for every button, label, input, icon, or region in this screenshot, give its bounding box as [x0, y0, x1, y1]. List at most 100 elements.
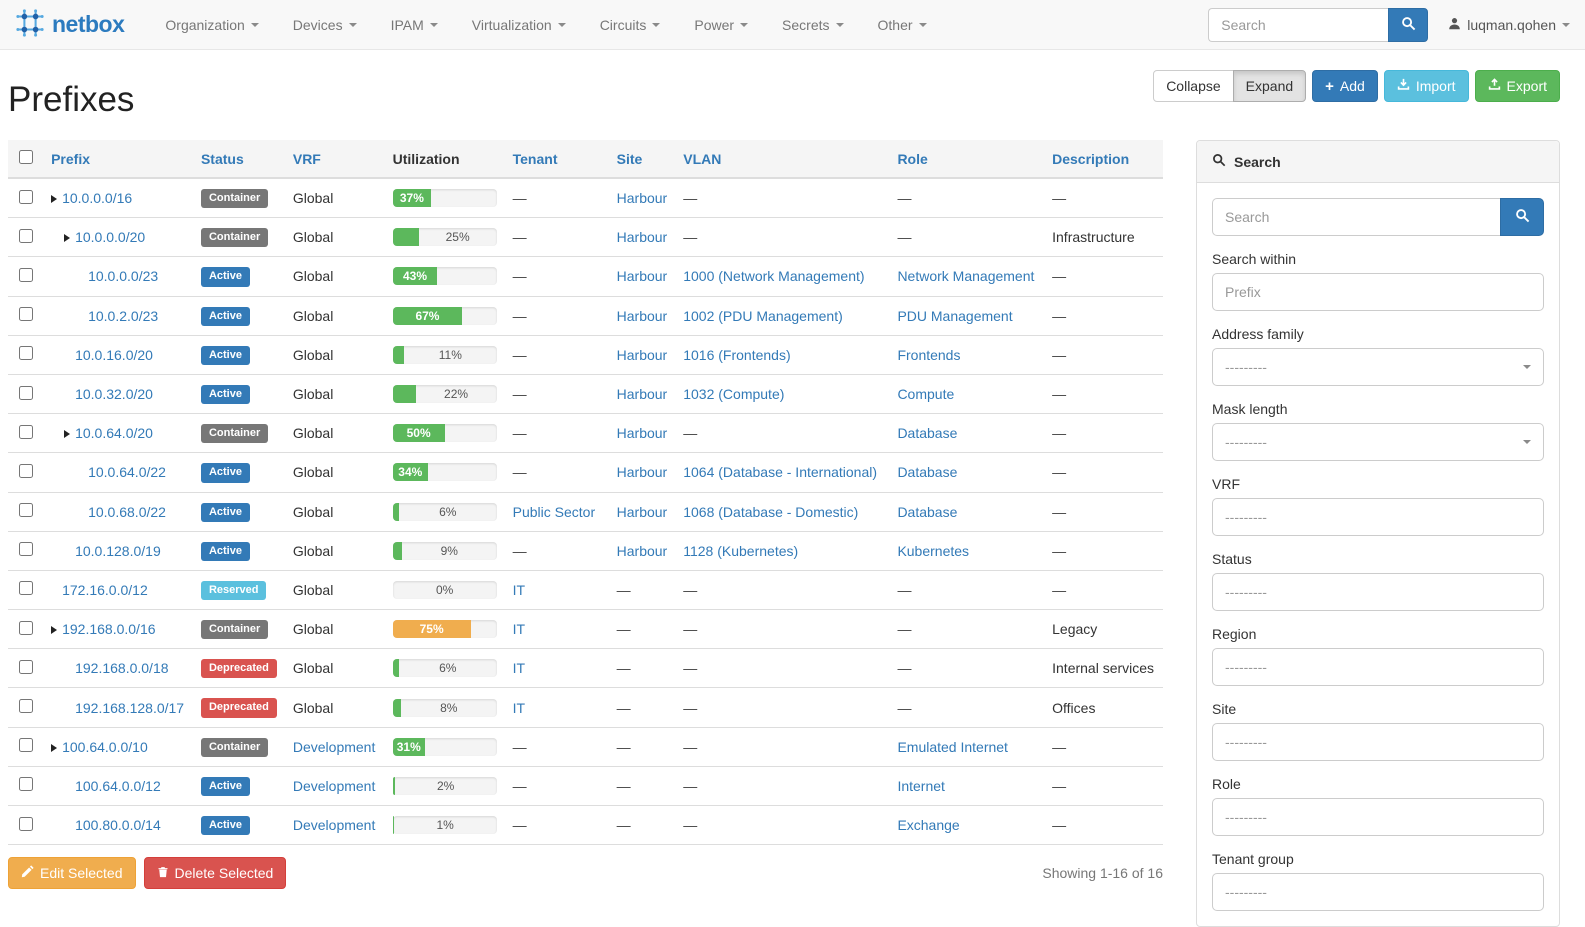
- prefix-link[interactable]: 10.0.0.0/16: [62, 190, 133, 207]
- filter-select-address-family[interactable]: ---------: [1212, 348, 1544, 386]
- filter-select-site[interactable]: ---------: [1212, 723, 1544, 761]
- row-checkbox[interactable]: [18, 777, 33, 792]
- prefix-link[interactable]: 192.168.0.0/16: [62, 621, 156, 638]
- row-checkbox[interactable]: [18, 228, 33, 243]
- delete-selected-button[interactable]: Delete Selected: [143, 857, 287, 890]
- edit-selected-button[interactable]: Edit Selected: [8, 857, 136, 890]
- description-cell: —: [1044, 413, 1163, 453]
- nav-menu-devices[interactable]: Devices: [276, 0, 374, 50]
- filter-select-tenant-group[interactable]: ---------: [1212, 873, 1544, 911]
- row-checkbox[interactable]: [18, 424, 33, 439]
- row-checkbox[interactable]: [18, 699, 33, 714]
- filter-select-status[interactable]: ---------: [1212, 573, 1544, 611]
- role-cell: —: [889, 609, 1045, 649]
- prefix-link[interactable]: 192.168.128.0/17: [75, 699, 185, 716]
- description-cell: Infrastructure: [1044, 217, 1163, 257]
- prefix-link[interactable]: 192.168.0.0/18: [75, 660, 169, 677]
- tenant-cell: —: [504, 373, 609, 414]
- sidebar-search-button[interactable]: [1500, 198, 1544, 236]
- row-checkbox[interactable]: [18, 189, 33, 204]
- row-checkbox[interactable]: [18, 738, 33, 753]
- description-cell: —: [1044, 256, 1163, 297]
- column-header-prefix[interactable]: Prefix: [51, 150, 91, 167]
- column-header-site[interactable]: Site: [616, 150, 643, 167]
- column-header-role[interactable]: Role: [897, 150, 928, 167]
- vrf-cell: Global: [284, 609, 385, 649]
- prefix-link[interactable]: 10.0.16.0/20: [75, 346, 153, 363]
- column-header-tenant[interactable]: Tenant: [512, 150, 558, 167]
- expand-arrow-icon[interactable]: [64, 234, 71, 243]
- nav-menu-circuits[interactable]: Circuits: [583, 0, 678, 50]
- nav-menu-secrets[interactable]: Secrets: [765, 0, 860, 50]
- collapse-button[interactable]: Collapse: [1153, 70, 1234, 102]
- column-header-status[interactable]: Status: [200, 150, 244, 167]
- tenant-cell: IT: [504, 648, 609, 688]
- prefix-link[interactable]: 10.0.64.0/22: [88, 464, 166, 481]
- row-checkbox[interactable]: [18, 267, 33, 282]
- description-cell: Internal services: [1044, 648, 1163, 688]
- prefix-link[interactable]: 10.0.2.0/23: [88, 307, 159, 324]
- navbar-search-button[interactable]: [1388, 7, 1429, 42]
- prefix-link[interactable]: 100.80.0.0/14: [75, 817, 161, 834]
- expand-arrow-icon[interactable]: [51, 195, 58, 204]
- nav-menu-virtualization[interactable]: Virtualization: [455, 0, 583, 50]
- column-header-description[interactable]: Description: [1052, 150, 1130, 167]
- filter-select-mask-length[interactable]: ---------: [1212, 423, 1544, 461]
- expand-arrow-icon[interactable]: [51, 743, 58, 752]
- search-icon: [1515, 208, 1530, 226]
- row-checkbox[interactable]: [18, 542, 33, 557]
- prefix-link[interactable]: 10.0.64.0/20: [75, 425, 153, 442]
- row-checkbox[interactable]: [18, 463, 33, 478]
- column-header-vlan[interactable]: VLAN: [683, 150, 722, 167]
- row-checkbox[interactable]: [18, 659, 33, 674]
- netbox-logo[interactable]: netbox: [15, 9, 125, 40]
- prefix-link[interactable]: 172.16.0.0/12: [62, 581, 148, 598]
- row-checkbox[interactable]: [18, 307, 33, 322]
- user-menu[interactable]: luqman.qohen: [1448, 17, 1570, 33]
- nav-menu-ipam[interactable]: IPAM: [374, 0, 455, 50]
- nav-menu-other[interactable]: Other: [861, 0, 944, 50]
- import-button[interactable]: Import: [1383, 70, 1469, 102]
- prefix-link[interactable]: 100.64.0.0/12: [75, 777, 161, 794]
- chevron-down-icon: [652, 22, 661, 27]
- prefix-link[interactable]: 10.0.0.0/23: [88, 268, 159, 285]
- expand-arrow-icon[interactable]: [51, 626, 58, 635]
- filter-select-region[interactable]: ---------: [1212, 648, 1544, 686]
- vlan-cell: 1128 (Kubernetes): [675, 530, 890, 571]
- prefix-link[interactable]: 10.0.0.0/20: [75, 229, 146, 246]
- utilization-bar: 25%: [392, 228, 497, 247]
- row-checkbox[interactable]: [18, 581, 33, 596]
- prefix-link[interactable]: 100.64.0.0/10: [62, 738, 148, 755]
- prefix-link[interactable]: 10.0.128.0/19: [75, 542, 161, 559]
- export-button[interactable]: Export: [1474, 70, 1560, 102]
- row-checkbox[interactable]: [18, 346, 33, 361]
- description-cell: —: [1044, 373, 1163, 414]
- expand-arrow-icon[interactable]: [64, 430, 71, 439]
- chevron-down-icon: [1523, 440, 1531, 444]
- navbar-search-input[interactable]: [1208, 7, 1389, 42]
- utilization-bar: 1%: [392, 816, 497, 835]
- vrf-cell: Global: [284, 177, 385, 218]
- filter-field-label: Site: [1212, 701, 1237, 717]
- prefix-link[interactable]: 10.0.68.0/22: [88, 503, 166, 520]
- filter-input-search-within[interactable]: [1212, 273, 1544, 311]
- column-header-vrf[interactable]: VRF: [292, 150, 321, 167]
- prefix-link[interactable]: 10.0.32.0/20: [75, 386, 153, 403]
- add-button[interactable]: + Add: [1312, 70, 1378, 102]
- row-checkbox[interactable]: [18, 503, 33, 518]
- select-all-checkbox[interactable]: [18, 150, 33, 164]
- expand-button[interactable]: Expand: [1232, 70, 1307, 102]
- sidebar-search-input[interactable]: [1212, 198, 1500, 236]
- chevron-down-icon: [835, 22, 844, 27]
- table-row: 10.0.2.0/23 Active Global 67% — Harbour …: [8, 295, 1163, 336]
- filter-select-role[interactable]: ---------: [1212, 798, 1544, 836]
- row-checkbox[interactable]: [18, 816, 33, 831]
- row-checkbox[interactable]: [18, 620, 33, 635]
- tenant-cell: —: [504, 452, 609, 492]
- row-checkbox[interactable]: [18, 385, 33, 400]
- utilization-bar: 75%: [392, 620, 497, 639]
- plus-icon: +: [1325, 77, 1334, 95]
- filter-select-vrf[interactable]: ---------: [1212, 498, 1544, 536]
- nav-menu-power[interactable]: Power: [677, 0, 765, 50]
- nav-menu-organization[interactable]: Organization: [148, 0, 275, 50]
